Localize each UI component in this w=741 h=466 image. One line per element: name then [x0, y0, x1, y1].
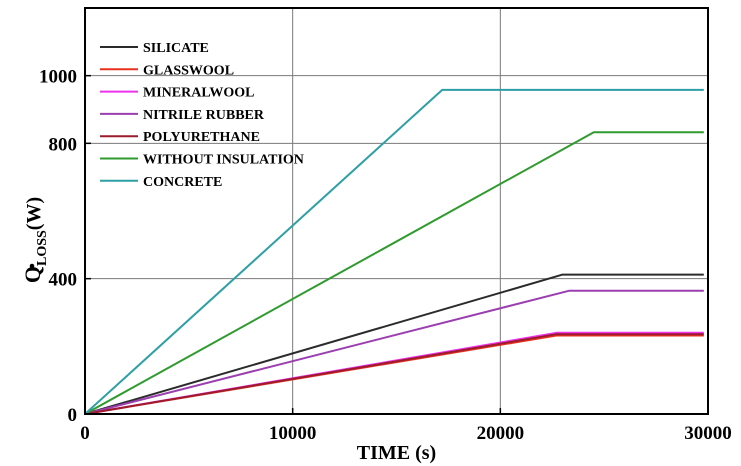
- y-tick-label: 800: [49, 134, 78, 155]
- legend-label-glasswool: GLASSWOOL: [143, 63, 234, 78]
- y-axis-label: QLOSS(W): [20, 197, 50, 283]
- series-line-mineralwool: [84, 331, 704, 415]
- y-tick-label: 0: [68, 405, 78, 426]
- legend-label-nitrile-rubber: NITRILE RUBBER: [143, 108, 265, 123]
- x-tick-label: 0: [80, 423, 90, 444]
- plot-frame: [84, 7, 709, 415]
- x-tick-label: 30000: [684, 423, 732, 444]
- series-line-glasswool: [84, 334, 704, 415]
- series-lines: [84, 88, 704, 415]
- legend: SILICATE GLASSWOOL MINERALWOOL NITRILE RUBB…: [100, 41, 304, 190]
- series-line-polyurethane: [84, 333, 704, 415]
- legend-label-concrete: CONCRETE: [143, 175, 222, 190]
- y-axis-label-subscript: LOSS: [35, 230, 50, 266]
- y-tick-label: 1000: [39, 67, 77, 88]
- y-axis-label-dot-icon: [29, 263, 35, 269]
- series-line-without-insulation: [84, 131, 704, 415]
- x-axis-label: TIME (s): [357, 442, 436, 464]
- y-tick-label: 400: [49, 270, 78, 291]
- series-line-concrete: [84, 88, 704, 415]
- legend-label-silicate: SILICATE: [143, 41, 209, 56]
- legend-label-polyurethane: POLYURETHANE: [143, 130, 260, 145]
- svg-text:QLOSS(W): QLOSS(W): [20, 197, 50, 283]
- y-axis-ticks: 0 400 800 1000: [39, 67, 91, 426]
- legend-label-without-insulation: WITHOUT INSULATION: [143, 153, 304, 168]
- x-tick-label: 20000: [477, 423, 525, 444]
- y-axis-label-main: Q: [20, 266, 45, 283]
- legend-label-mineralwool: MINERALWOOL: [143, 86, 255, 101]
- grid-lines: [85, 8, 708, 414]
- y-axis-label-unit: (W): [23, 197, 45, 230]
- x-axis-ticks: 0 10000 20000 30000: [80, 408, 732, 444]
- series-line-silicate: [84, 273, 704, 415]
- series-line-nitrile-rubber: [84, 289, 704, 415]
- x-tick-label: 10000: [269, 423, 317, 444]
